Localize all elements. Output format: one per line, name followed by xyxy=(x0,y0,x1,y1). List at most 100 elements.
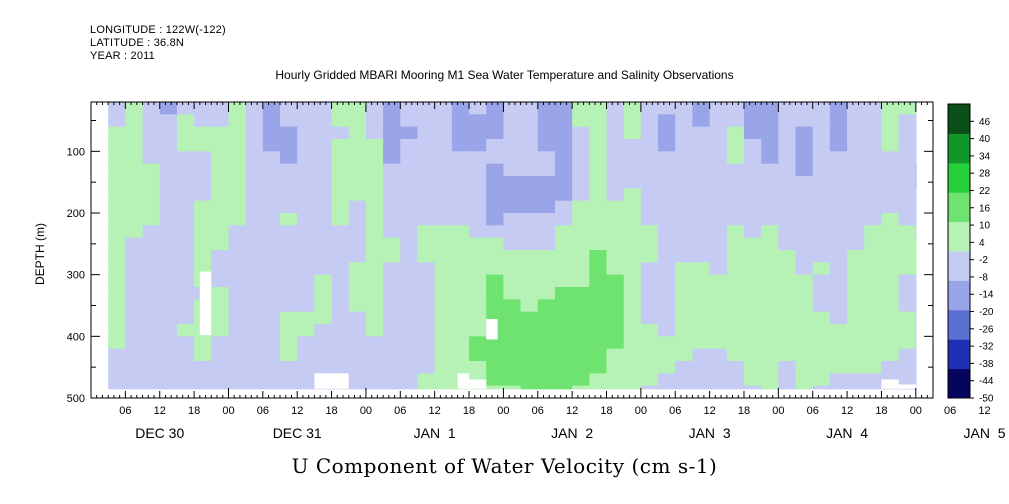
heatmap-cell xyxy=(726,200,745,214)
heatmap-cell xyxy=(211,200,230,214)
heatmap-cell xyxy=(400,299,419,313)
heatmap-cell xyxy=(675,102,694,115)
heatmap-cell xyxy=(142,262,161,276)
heatmap-cell xyxy=(194,225,212,239)
heatmap-cell xyxy=(743,102,762,115)
heatmap-cell xyxy=(159,126,178,140)
missing-data-block xyxy=(469,379,487,389)
heatmap-cell xyxy=(503,287,522,300)
heatmap-cell xyxy=(726,176,745,189)
heatmap-cell xyxy=(881,311,900,325)
heatmap-cell xyxy=(829,361,848,374)
heatmap-cell xyxy=(692,213,711,226)
heatmap-cell xyxy=(829,200,848,214)
heatmap-cell xyxy=(864,274,883,288)
heatmap-cell xyxy=(469,126,487,140)
heatmap-cell xyxy=(692,385,711,390)
heatmap-cell xyxy=(623,114,642,128)
heatmap-cell xyxy=(554,385,573,390)
heatmap-cell xyxy=(451,163,470,177)
heatmap-cell xyxy=(726,287,745,300)
heatmap-cell xyxy=(898,200,917,214)
heatmap-cell xyxy=(915,373,917,387)
heatmap-cell xyxy=(778,139,797,152)
heatmap-cell xyxy=(176,102,195,115)
heatmap-cell xyxy=(159,114,178,128)
heatmap-cell xyxy=(726,373,745,387)
heatmap-cell xyxy=(761,250,779,263)
heatmap-cell xyxy=(812,163,831,177)
heatmap-cell xyxy=(640,163,659,177)
heatmap-cell xyxy=(176,262,195,276)
heatmap-cell xyxy=(743,299,762,313)
heatmap-cell xyxy=(383,250,401,263)
colorbar-tick-label: 22 xyxy=(979,186,991,197)
heatmap-cell xyxy=(417,176,436,189)
heatmap-cell xyxy=(159,163,178,177)
latitude-label: LATITUDE : 36.8N xyxy=(90,37,185,49)
heatmap-cell xyxy=(640,361,659,374)
heatmap-cell xyxy=(761,163,779,177)
heatmap-cell xyxy=(262,274,281,288)
heatmap-cell xyxy=(726,385,745,390)
heatmap-cell xyxy=(572,102,590,115)
heatmap-cell xyxy=(554,287,573,300)
heatmap-cell xyxy=(262,262,281,276)
x-tick-label: 06 xyxy=(944,405,956,417)
heatmap-cell xyxy=(572,311,590,325)
heatmap-cell xyxy=(469,274,487,288)
heatmap-cell xyxy=(572,126,590,140)
heatmap-cell xyxy=(469,139,487,152)
heatmap-cell xyxy=(675,176,694,189)
heatmap-cell xyxy=(623,139,642,152)
heatmap-cell xyxy=(881,114,900,128)
heatmap-cell xyxy=(658,237,676,251)
heatmap-cell xyxy=(881,139,900,152)
heatmap-cell xyxy=(520,151,539,165)
heatmap-cell xyxy=(280,102,298,115)
heatmap-cell xyxy=(503,225,522,239)
heatmap-cell xyxy=(675,274,694,288)
heatmap-cell xyxy=(658,324,676,337)
heatmap-cell xyxy=(348,311,367,325)
heatmap-cell xyxy=(211,114,230,128)
heatmap-cell xyxy=(434,287,453,300)
heatmap-cell xyxy=(589,139,608,152)
heatmap-cell xyxy=(915,299,917,313)
heatmap-cell xyxy=(108,102,126,115)
heatmap-cell xyxy=(898,102,917,115)
heatmap-cell xyxy=(743,114,762,128)
heatmap-cell xyxy=(486,213,504,226)
heatmap-cell xyxy=(142,225,161,239)
heatmap-cell xyxy=(778,126,797,140)
heatmap-cell xyxy=(348,237,367,251)
heatmap-cell xyxy=(847,324,865,337)
heatmap-cell xyxy=(658,102,676,115)
heatmap-cell xyxy=(726,336,745,350)
heatmap-cell xyxy=(812,151,831,165)
heatmap-cell xyxy=(469,324,487,337)
heatmap-cell xyxy=(125,188,144,202)
heatmap-cell xyxy=(280,237,298,251)
heatmap-cell xyxy=(280,299,298,313)
heatmap-cell xyxy=(400,336,419,350)
heatmap-cell xyxy=(640,139,659,152)
heatmap-cell xyxy=(795,114,814,128)
heatmap-cell xyxy=(726,163,745,177)
heatmap-cell xyxy=(658,114,676,128)
heatmap-cell xyxy=(280,250,298,263)
heatmap-cell xyxy=(554,225,573,239)
heatmap-cell xyxy=(743,274,762,288)
heatmap-cell xyxy=(606,126,625,140)
colorbar-swatch xyxy=(948,162,970,193)
heatmap-cell xyxy=(572,176,590,189)
colorbar-tick-label: -44 xyxy=(979,376,994,387)
heatmap-cell xyxy=(417,287,436,300)
heatmap-cell xyxy=(383,213,401,226)
heatmap-cell xyxy=(898,114,917,128)
heatmap-cell xyxy=(812,200,831,214)
heatmap-cell xyxy=(537,324,556,337)
heatmap-cell xyxy=(709,250,728,263)
heatmap-cell xyxy=(812,176,831,189)
